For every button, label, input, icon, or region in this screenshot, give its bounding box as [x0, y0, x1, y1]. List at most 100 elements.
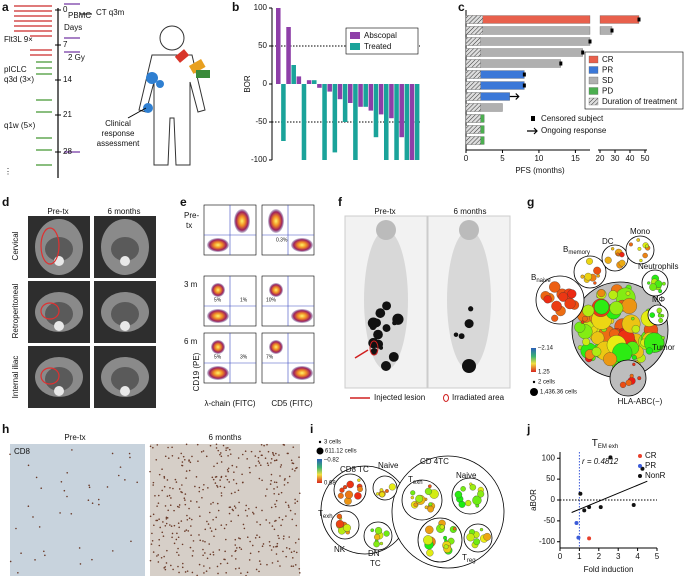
stain-dot: [206, 557, 209, 560]
legend-label: SD: [602, 76, 613, 85]
stain-dot: [44, 554, 46, 557]
stain-dot: [252, 511, 254, 514]
point: [587, 536, 592, 541]
stain-dot: [275, 452, 277, 455]
cell-bubble: [410, 490, 416, 496]
stain-dot: [298, 567, 301, 570]
stain-dot: [162, 535, 165, 537]
cell-bubble: [628, 242, 633, 247]
stain-dot: [226, 478, 229, 481]
stain-dot: [294, 502, 296, 504]
stain-dot: [279, 565, 281, 567]
stain-dot: [270, 479, 272, 482]
label-sub: exh: [413, 480, 423, 486]
ct-images: [28, 216, 156, 408]
column-label: 6 months: [108, 207, 141, 216]
size-key: [316, 447, 324, 455]
legend-swatch: [588, 55, 599, 64]
population-label: MΦ: [652, 295, 665, 304]
uptake: [368, 337, 379, 349]
bar: [409, 84, 415, 160]
stain-dot: [161, 468, 163, 470]
stain-dot: [91, 558, 93, 561]
legend-marker: [638, 454, 642, 458]
stain-dot: [158, 544, 161, 547]
density: [207, 309, 229, 323]
chart-title: TEM exh: [592, 438, 618, 450]
stain-dot: [184, 530, 186, 532]
stain-dot: [248, 466, 251, 469]
stain-dot: [288, 506, 290, 508]
treatment-bar: [465, 59, 481, 68]
cell-bubble: [344, 490, 354, 499]
bar: [291, 65, 296, 84]
bar: [332, 84, 338, 153]
population-label: Mono: [630, 227, 651, 236]
cell-bubble: [551, 300, 562, 312]
panel-label: j: [526, 422, 530, 436]
label-text: B: [563, 245, 568, 254]
stain-dot: [251, 544, 254, 547]
stain-dot: [178, 571, 180, 574]
stain-dot: [215, 447, 218, 449]
stain-dot: [276, 545, 278, 548]
stain-dot: [165, 518, 168, 520]
legend-label: NonR: [645, 471, 666, 480]
label-text: B: [531, 273, 536, 282]
stain-dot: [87, 499, 90, 502]
stain-dot: [213, 465, 215, 468]
gate-label: 5%: [214, 297, 222, 303]
cell-bubble: [458, 501, 466, 508]
stain-dot: [207, 523, 210, 525]
stain-dot: [181, 484, 183, 486]
stain-dot: [236, 547, 238, 549]
stain-dot: [285, 547, 288, 549]
stain-dot: [264, 457, 267, 460]
stain-dot: [181, 461, 184, 463]
stain-dot: [185, 443, 188, 446]
stain-dot: [60, 480, 63, 483]
bar-part: [465, 26, 591, 35]
stain-dot: [204, 528, 207, 531]
stain-dot: [291, 468, 294, 470]
cell-bubble: [370, 528, 375, 533]
stain-dot: [255, 568, 258, 571]
cell-bubble: [658, 318, 664, 323]
point: [574, 520, 579, 525]
stain-dot: [172, 568, 174, 571]
stain-dot: [152, 484, 154, 486]
stain-dot: [232, 479, 235, 481]
stain-dot: [182, 455, 185, 458]
stain-dot: [205, 455, 208, 458]
body: [364, 230, 408, 370]
stain-dot: [227, 447, 229, 449]
stain-dot: [213, 535, 215, 538]
bar: [301, 84, 307, 160]
stain-dot: [163, 477, 166, 479]
stain-dot: [177, 536, 180, 539]
stain-dot: [153, 524, 155, 527]
population-label: NK: [334, 545, 346, 554]
legend-label: Abscopal: [364, 31, 397, 40]
stain-dot: [166, 495, 169, 497]
stain-dot: [59, 512, 61, 514]
stain-dot: [205, 570, 208, 572]
cell-bubble: [616, 252, 620, 256]
stain-dot: [261, 545, 264, 548]
stain-dot: [178, 488, 181, 490]
lesion-outline: [369, 340, 379, 356]
stain-dot: [234, 507, 237, 509]
point: [608, 455, 613, 460]
stain-dot: [185, 477, 187, 479]
stain-dot: [163, 485, 166, 488]
x-tick-label: 2: [597, 552, 602, 561]
x-tick-label: 15: [571, 154, 580, 163]
point: [640, 466, 645, 471]
stain-dot: [281, 518, 284, 521]
censored-marker: [559, 61, 563, 66]
density: [207, 238, 229, 252]
population-label: Texh: [318, 509, 333, 519]
cell-bubble: [608, 290, 618, 300]
stain-dot: [243, 527, 246, 530]
bar-part: [599, 15, 640, 24]
